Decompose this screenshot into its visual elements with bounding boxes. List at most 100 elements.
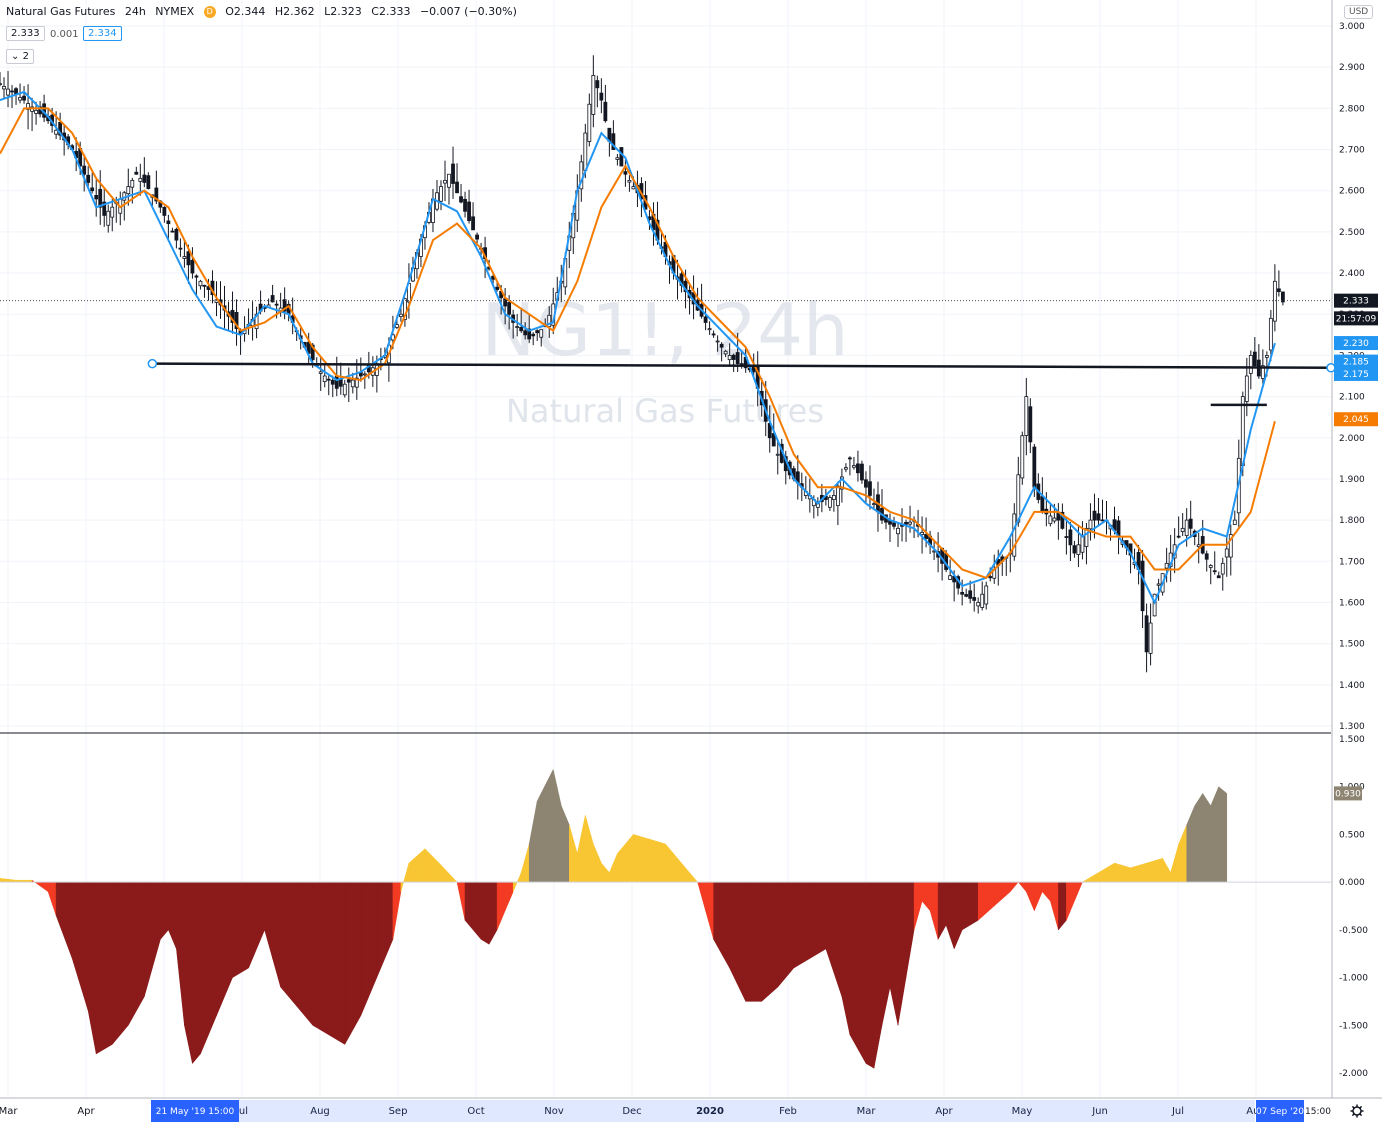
osc-y-tick-label: 1.500 [1339,735,1365,745]
candle-body [1028,406,1033,443]
osc-y-tick-label: -2.000 [1339,1069,1368,1079]
candle-body [591,75,596,115]
candle-body [515,326,520,328]
oscillator-segment [1082,872,1099,883]
gear-tooth [1351,1113,1355,1117]
oscillator-segment [609,853,618,883]
oscillator-segment [1186,805,1195,883]
oscillator-segment [649,838,666,883]
candle-body [322,375,327,382]
candle-body [190,259,195,274]
oscillator-segment [95,881,113,1055]
oscillator-segment [681,862,698,883]
candle-body [751,366,756,373]
candle-body [1268,317,1273,351]
candle-body [703,316,708,323]
candle-body [182,256,187,259]
candle-body [920,532,924,535]
candle-body [844,467,848,470]
y-tick-label: 2.700 [1339,146,1365,156]
y-tick-label: 1.600 [1339,598,1365,608]
osc-y-tick-label: 0.500 [1339,830,1365,840]
oscillator-segment [128,881,145,1027]
oscillator-segment [552,769,562,883]
candle-body [948,575,953,580]
candle-body [1052,517,1057,522]
bid-box[interactable]: 2.333 [6,26,45,41]
gear-icon[interactable] [1350,1104,1364,1118]
candle-body [539,329,544,338]
collapse-button[interactable]: ⌄ 2 [6,49,34,64]
oscillator-segment [296,881,313,1026]
candle-body [980,593,985,608]
candle-body [531,333,536,337]
candle-body [1176,535,1181,538]
price-tag-bg [1334,293,1378,308]
oscillator-segment [272,881,281,988]
candle-body [964,594,969,597]
candle-body [1084,527,1089,547]
oscillator-segment [264,881,273,959]
oscillator-segment [825,881,843,997]
candle-body [142,174,147,183]
crosshair-date-bg [151,1100,239,1122]
candle-body [715,340,720,343]
candle-body [110,206,115,218]
candle-body [735,352,740,365]
osc-y-tick-label: -1.500 [1339,1021,1368,1031]
ohlc-open: O2.344 [225,5,266,18]
oscillator-segment [1114,862,1131,883]
currency-button[interactable]: USD [1344,5,1374,19]
x-tick-label: Mar [0,1106,18,1117]
market-status-icon: D [203,6,216,18]
candle-body [852,465,856,468]
ask-box[interactable]: 2.334 [83,26,122,41]
collapse-count: 2 [22,51,29,62]
candle-body [924,534,928,540]
candle-body [904,521,908,525]
candle-body [1080,536,1085,553]
candle-body [1224,548,1229,558]
oscillator-segment [977,881,995,921]
candle-body [1100,519,1105,522]
candle-body [603,101,608,122]
oscillator-segment [1130,862,1147,883]
last-date-label: 07 Sep '20 [1256,1107,1304,1117]
x-tick-label: Jul [1171,1106,1184,1117]
y-tick-label: 2.900 [1339,63,1365,73]
candle-body [174,228,179,241]
x-tick-label: Jun [1091,1106,1108,1117]
candle-body [318,371,323,374]
candle-body [130,180,135,188]
candle-body [394,324,399,328]
oscillator-segment [168,881,177,949]
candle-body [1020,435,1025,479]
x-tick-label: 2020 [696,1106,724,1117]
candle-body [856,463,860,474]
oscillator-segment [1194,792,1203,883]
oscillator-segment [184,881,193,1064]
oscillator-segment [480,881,490,945]
candle-body [342,383,347,396]
candle-body [1140,560,1145,612]
candle-body [1116,520,1121,536]
candle-body [354,377,359,388]
candle-body [346,379,351,383]
candle-body [1272,280,1277,322]
candle-body [447,173,451,188]
oscillator-segment [665,843,682,883]
candle-body [234,311,239,330]
symbol-title[interactable]: Natural Gas Futures [6,5,116,18]
y-tick-label: 1.900 [1339,475,1365,485]
price-tag-bg [1334,354,1378,369]
candle-body [1208,565,1213,568]
oscillator-segment [777,881,795,988]
candle-body [1204,553,1209,560]
candle-body [146,175,151,190]
y-tick-label: 2.800 [1339,104,1365,114]
candle-body [727,355,732,361]
candle-body [731,354,736,360]
candle-body [988,576,993,579]
